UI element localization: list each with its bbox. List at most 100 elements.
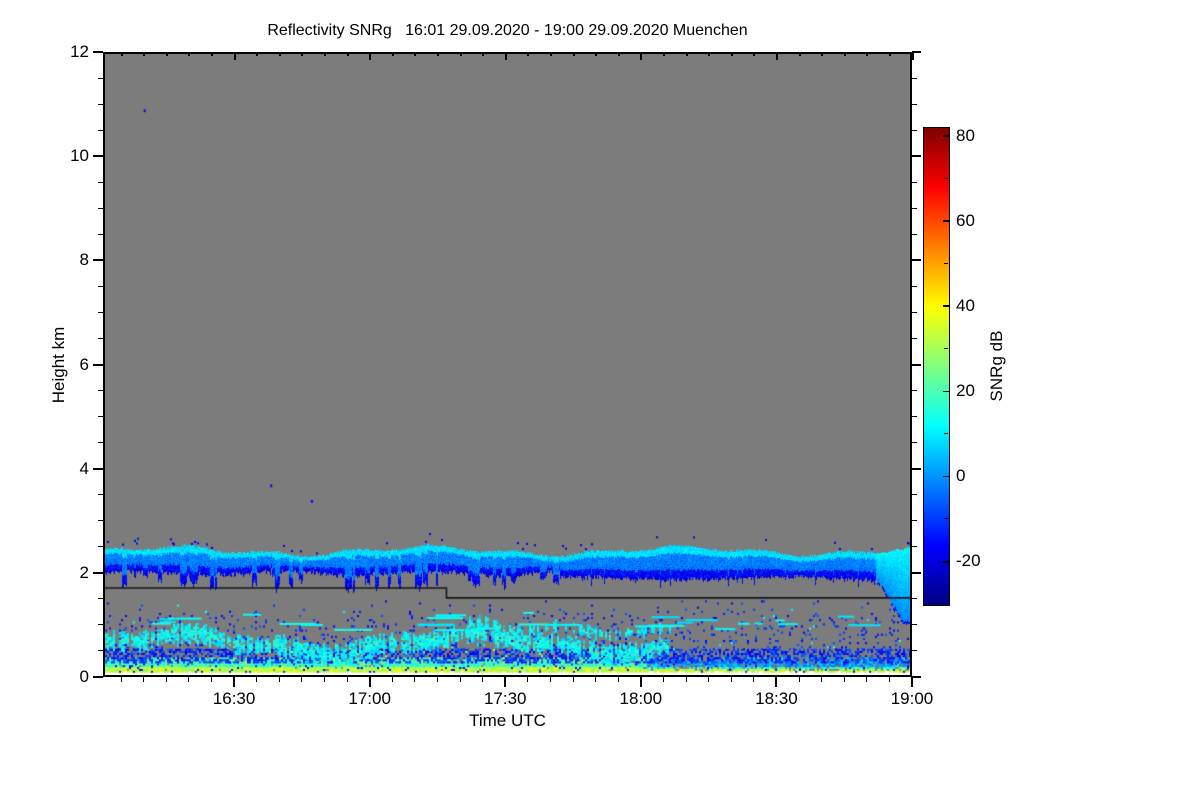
y-axis-minor-tick-right: [912, 77, 917, 79]
top-axis-tick: [662, 52, 665, 56]
colorbar-tick-label: 0: [956, 466, 966, 486]
y-axis-minor-tick-right: [912, 598, 917, 600]
top-axis-tick: [843, 52, 846, 56]
top-axis-tick: [730, 52, 733, 56]
x-axis-minor-tick: [165, 677, 167, 682]
top-axis-tick: [143, 52, 146, 56]
x-axis-minor-tick: [391, 677, 393, 682]
x-axis-major-tick: [233, 677, 236, 687]
x-tick-label: 18:30: [755, 689, 798, 708]
colorbar-minor-tick: [944, 177, 948, 179]
top-axis-tick: [775, 52, 778, 60]
y-axis-minor-tick: [98, 285, 103, 287]
y-axis-minor-tick-right: [912, 442, 917, 444]
y-axis-minor-tick: [98, 233, 103, 235]
y-axis-minor-tick: [98, 442, 103, 444]
top-axis-tick: [459, 52, 462, 56]
x-axis-minor-tick: [482, 677, 484, 682]
colorbar-tick-label: 20: [956, 381, 975, 401]
top-axis-tick: [256, 52, 259, 56]
colorbar-minor-tick: [944, 347, 948, 349]
colorbar-tick-label: 40: [956, 295, 975, 315]
x-axis-minor-tick: [414, 677, 416, 682]
y-axis-major-tick: [93, 467, 103, 470]
colorbar-major-tick: [943, 560, 949, 563]
x-axis-minor-tick: [662, 677, 664, 682]
x-axis-minor-tick: [549, 677, 551, 682]
x-axis-major-tick: [639, 677, 642, 687]
y-axis-major-tick: [93, 363, 103, 366]
y-axis-major-tick-right: [912, 51, 921, 53]
y-axis-minor-tick: [98, 77, 103, 79]
top-axis-tick: [323, 52, 326, 56]
y-tick-label: 2: [79, 562, 89, 582]
chart-title: Reflectivity SNRg 16:01 29.09.2020 - 19:…: [267, 22, 748, 39]
y-axis-title: Height km: [49, 326, 68, 404]
reflectivity-heatmap-canvas: [103, 52, 912, 677]
x-axis-major-tick: [775, 677, 778, 687]
plot-area: [103, 52, 914, 677]
colorbar-tick-label: 80: [956, 125, 975, 145]
x-tick-label: 17:30: [483, 689, 527, 708]
top-axis-tick: [708, 52, 711, 56]
colorbar-major-tick: [943, 220, 949, 222]
y-axis-minor-tick-right: [912, 233, 917, 235]
top-axis-tick: [572, 52, 575, 56]
x-axis-minor-tick: [572, 677, 574, 682]
y-axis-major-tick-right: [912, 571, 921, 574]
x-tick-label: 19:00: [890, 689, 934, 708]
y-axis-minor-tick-right: [912, 207, 917, 209]
top-axis-tick: [888, 52, 891, 56]
x-axis-minor-tick: [595, 677, 597, 682]
y-axis-minor-tick-right: [912, 181, 917, 183]
x-axis-major-tick: [368, 677, 371, 687]
y-axis-minor-tick: [98, 546, 103, 548]
colorbar-tick-label: 60: [956, 210, 975, 230]
x-axis-minor-tick: [436, 677, 438, 682]
colorbar-title: SNRg dB: [987, 330, 1006, 402]
colorbar-minor-tick: [944, 518, 948, 520]
y-axis-minor-tick-right: [912, 285, 917, 287]
y-axis-minor-tick-right: [912, 494, 917, 496]
x-tick-label: 16:30: [212, 689, 256, 708]
top-axis-tick: [210, 52, 213, 56]
top-axis-tick: [595, 52, 598, 56]
x-axis-minor-tick: [301, 677, 303, 682]
y-axis-minor-tick: [98, 624, 103, 626]
y-axis-minor-tick-right: [912, 546, 917, 548]
x-axis-minor-tick: [256, 677, 258, 682]
top-axis-tick: [233, 52, 236, 60]
y-axis-major-tick-right: [912, 259, 921, 262]
x-tick-label: 17:00: [348, 689, 391, 708]
y-axis-minor-tick-right: [912, 650, 917, 652]
y-axis-minor-tick-right: [912, 311, 917, 313]
top-axis-tick: [911, 52, 914, 60]
x-axis-minor-tick: [753, 677, 755, 682]
x-axis-minor-tick: [210, 677, 212, 682]
y-axis-minor-tick: [98, 337, 103, 339]
y-axis-major-tick-right: [912, 676, 921, 678]
y-tick-label: 10: [70, 146, 89, 166]
top-axis-tick: [821, 52, 824, 56]
top-axis-tick: [301, 52, 304, 56]
top-axis-tick: [436, 52, 439, 56]
top-axis-tick: [482, 52, 485, 56]
y-axis-minor-tick-right: [912, 337, 917, 339]
y-axis-minor-tick-right: [912, 520, 917, 522]
y-axis-major-tick: [93, 676, 103, 678]
y-axis-minor-tick: [98, 598, 103, 600]
y-axis-major-tick: [93, 571, 103, 574]
y-axis-minor-tick: [98, 494, 103, 496]
colorbar: [923, 127, 950, 606]
top-axis-tick: [685, 52, 688, 56]
x-axis-minor-tick: [527, 677, 529, 682]
y-axis-major-tick: [93, 51, 103, 53]
y-axis-major-tick: [93, 259, 103, 262]
colorbar-major-tick: [943, 390, 949, 393]
y-axis-minor-tick: [98, 129, 103, 131]
y-tick-label: 8: [79, 250, 89, 270]
x-axis-minor-tick: [459, 677, 461, 682]
y-axis-minor-tick-right: [912, 624, 917, 626]
y-axis-minor-tick: [98, 390, 103, 392]
top-axis-tick: [798, 52, 801, 56]
